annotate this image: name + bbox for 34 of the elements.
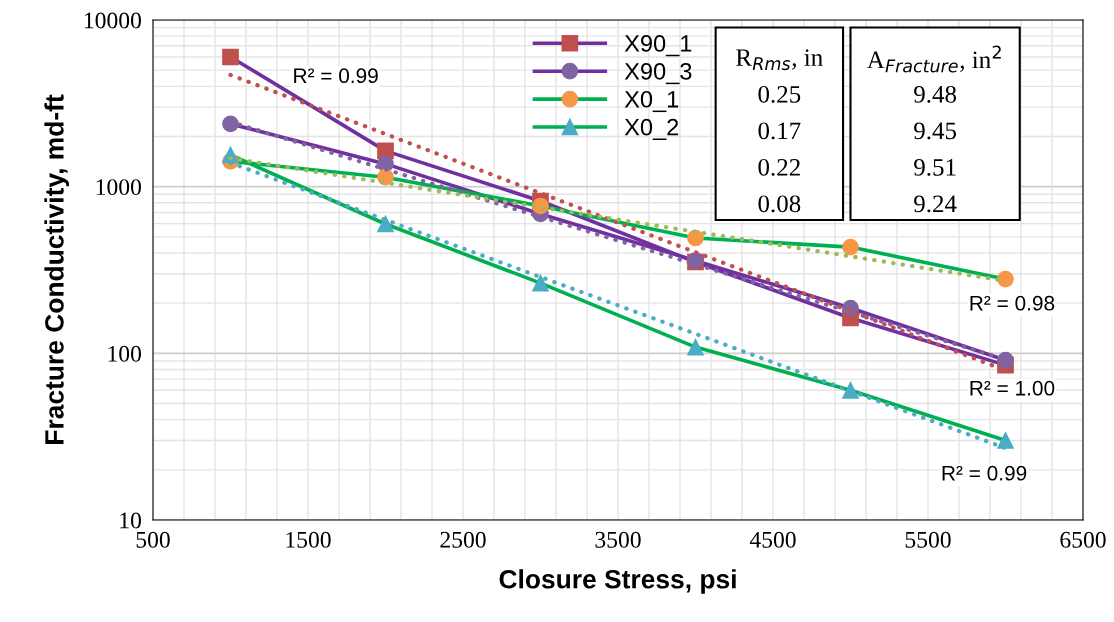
point	[997, 432, 1014, 449]
point	[222, 115, 239, 133]
annotation: R² = 1.00	[970, 380, 1055, 396]
x-axis-title: Closure Stress, psi	[499, 569, 736, 594]
point	[842, 381, 859, 399]
point	[687, 229, 704, 247]
legend-label: X90_3	[624, 62, 692, 85]
annotation: R$_{Rms}$, in 0.25 0.17 0.22 0.08	[736, 49, 823, 213]
y-axis-title: Fracture Conductivity, md-ft	[44, 94, 69, 444]
legend-label: X0_2	[624, 118, 679, 140]
x-tick-label: 3500	[595, 531, 641, 548]
y-tick-label: 10	[120, 512, 141, 529]
x-tick-label: 5500	[905, 531, 951, 548]
text: A$_{Fracture}$, in$^{2}$ 9.48 9.45 9.51 9.24	[867, 45, 1001, 213]
y-tick-label: 1000	[96, 179, 141, 196]
point	[532, 274, 549, 292]
legend-label: X90_1	[624, 35, 692, 57]
x-tick-label: 2500	[440, 531, 486, 548]
annotation: R² = 0.99	[294, 68, 378, 84]
point	[222, 48, 239, 66]
y-tick-label: 10000	[84, 12, 141, 29]
y-tick-label: 100	[108, 345, 141, 362]
point	[842, 238, 859, 256]
legend-label: X0_1	[624, 90, 679, 113]
point	[687, 338, 704, 356]
annotation: R² = 0.99	[942, 465, 1027, 481]
x-tick-label: 4500	[749, 531, 796, 548]
x-tick-label: 6500	[1060, 531, 1106, 548]
annotation: R² = 0.98	[970, 295, 1055, 311]
point	[997, 351, 1014, 369]
x-tick-label: 1500	[286, 531, 331, 548]
point	[997, 270, 1014, 288]
x-tick-label: 500	[136, 531, 170, 548]
point	[377, 215, 394, 233]
